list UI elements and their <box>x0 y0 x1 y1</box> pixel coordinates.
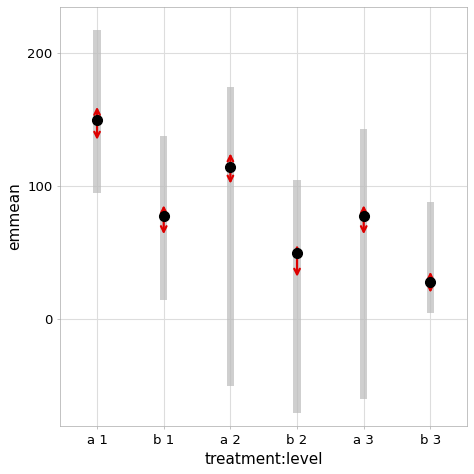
X-axis label: treatment:level: treatment:level <box>204 452 323 467</box>
Y-axis label: emmean: emmean <box>7 182 22 250</box>
